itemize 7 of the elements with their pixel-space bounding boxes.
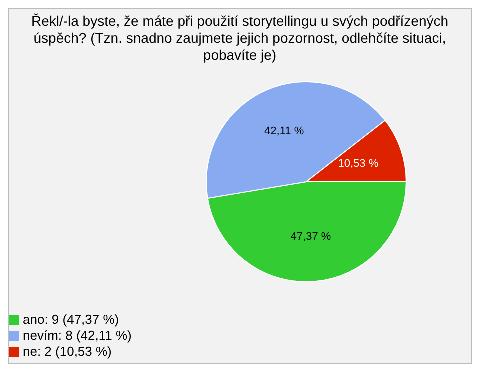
legend-label: nevím: 8 (42,11 %) [23, 328, 132, 343]
data-label: 47,37 % [290, 230, 332, 243]
legend-label: ano: 9 (47,37 %) [23, 312, 120, 327]
data-label: 42,11 % [264, 126, 304, 138]
chart-title: Řekl/-la byste, že máte při použití storytellingu u svých podřízených úspěch? (Tzn. snadno zaujmete jejich pozornost, odlehčíte situaci, pobavíte je) [30, 13, 450, 65]
data-label: 10,53 % [338, 158, 379, 170]
legend-label: ne: 2 (10,53 %) [23, 344, 112, 359]
